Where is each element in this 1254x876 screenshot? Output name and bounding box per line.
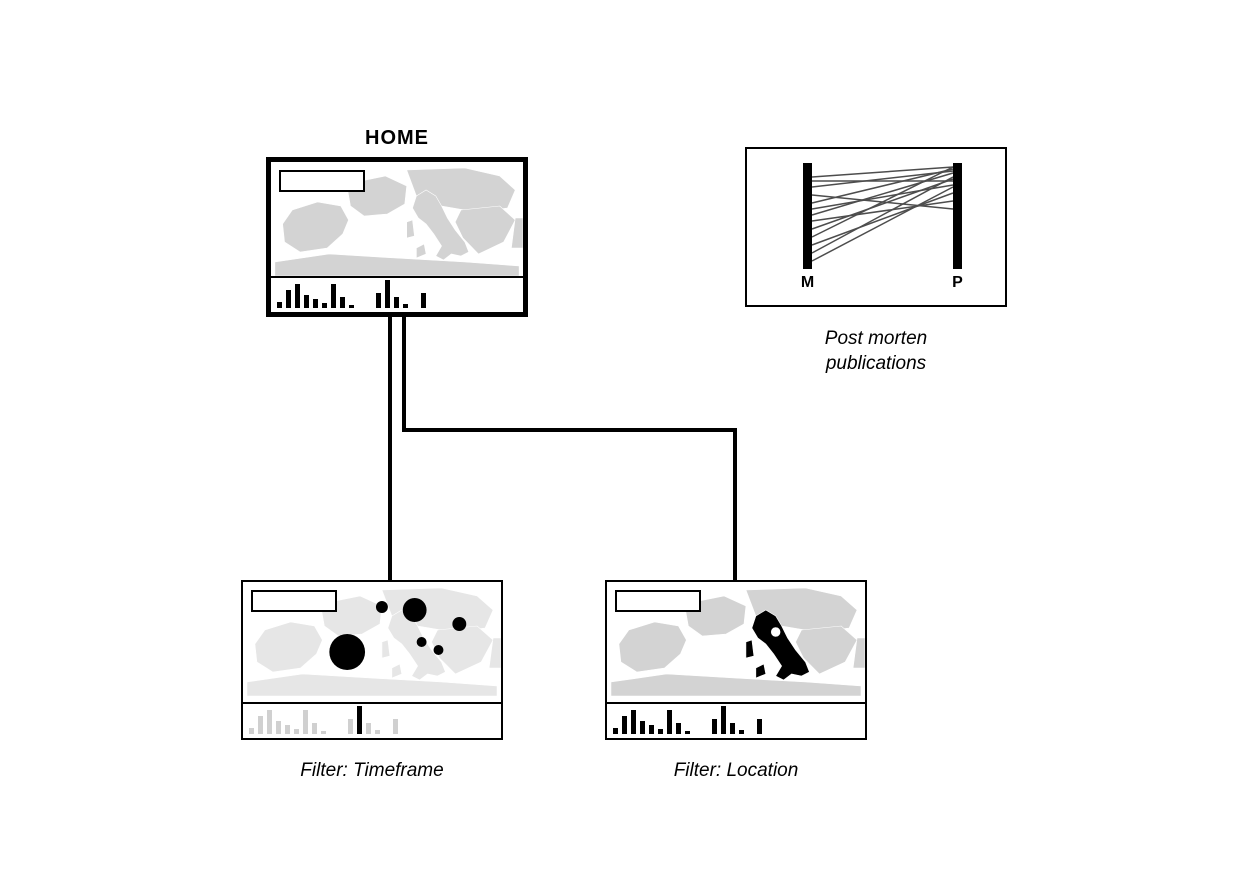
timeframe-panel[interactable] [241, 580, 503, 740]
location-caption: Filter: Location [605, 760, 867, 782]
hist-bar [622, 716, 627, 734]
map-area [607, 582, 865, 696]
hist-bar [285, 725, 290, 734]
hist-bar [385, 280, 390, 308]
hist-bar [276, 721, 281, 734]
hist-bar [286, 290, 291, 308]
postmortem-caption: Post mortenpublications [745, 327, 1007, 376]
hist-bar [267, 710, 272, 734]
axis-label-p: P [952, 274, 963, 291]
location-panel[interactable] [605, 580, 867, 740]
hist-bar [667, 710, 672, 734]
hist-bar [676, 723, 681, 734]
hist-bar [322, 303, 327, 308]
hist-bar [739, 730, 744, 734]
histogram [243, 702, 501, 738]
hist-bar [258, 716, 263, 734]
axis-label-m: M [801, 274, 814, 291]
hist-bar [249, 728, 254, 734]
hist-bar [376, 293, 381, 308]
hist-bar [658, 729, 663, 734]
hist-bar [295, 284, 300, 308]
hist-bar [421, 293, 426, 308]
postmortem-caption-line1: Post morten [745, 327, 1007, 352]
hist-bar [757, 719, 762, 734]
hist-bar [375, 730, 380, 734]
hist-bar [685, 731, 690, 734]
hist-bar [321, 731, 326, 734]
timeframe-caption: Filter: Timeframe [241, 760, 503, 782]
hist-bar [331, 284, 336, 308]
histogram [271, 276, 523, 312]
hist-bar [649, 725, 654, 734]
home-panel[interactable] [266, 157, 528, 317]
search-box[interactable] [615, 590, 701, 612]
hist-bar [366, 723, 371, 734]
connector-lines [0, 0, 1254, 876]
home-title: HOME [266, 127, 528, 150]
hist-bar [340, 297, 345, 308]
hist-bar [304, 295, 309, 308]
hist-bar [631, 710, 636, 734]
hist-bar [730, 723, 735, 734]
hist-bar [640, 721, 645, 734]
hist-bar [712, 719, 717, 734]
hist-bar [349, 305, 354, 308]
map-area [243, 582, 501, 696]
hist-bar [348, 719, 353, 734]
hist-bar [357, 706, 362, 734]
hist-bar [313, 299, 318, 308]
search-box[interactable] [279, 170, 365, 192]
map-area [271, 162, 523, 276]
histogram [607, 702, 865, 738]
postmortem-panel[interactable]: MP [745, 147, 1007, 307]
hist-bar [721, 706, 726, 734]
hist-bar [303, 710, 308, 734]
hist-bar [613, 728, 618, 734]
hist-bar [393, 719, 398, 734]
postmortem-caption-line2: publications [745, 352, 1007, 377]
hist-bar [403, 304, 408, 308]
hist-bar [312, 723, 317, 734]
hist-bar [277, 302, 282, 308]
hist-bar [294, 729, 299, 734]
hist-bar [394, 297, 399, 308]
search-box[interactable] [251, 590, 337, 612]
